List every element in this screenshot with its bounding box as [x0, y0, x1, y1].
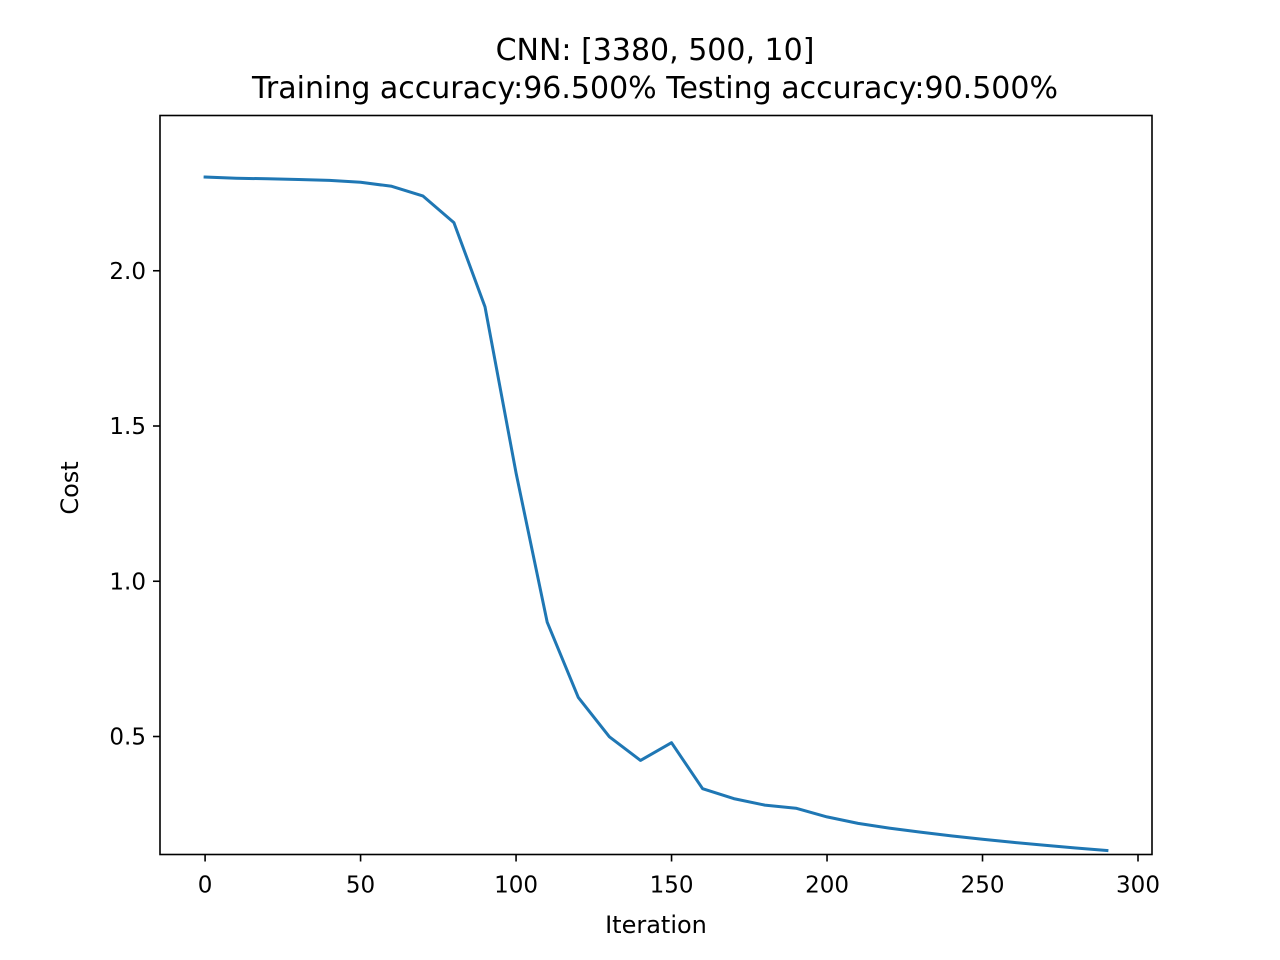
plot-frame — [159, 114, 1153, 856]
chart-title: CNN: [3380, 500, 10] — [496, 33, 815, 68]
x-tick-label: 150 — [650, 873, 694, 899]
x-axis-label: Iteration — [605, 911, 707, 939]
y-tick-label: 0.5 — [109, 725, 146, 751]
series-layer — [203, 175, 1109, 853]
y-axis-label: Cost — [56, 461, 84, 514]
y-tick-label: 1.0 — [109, 569, 146, 595]
x-tick-label: 200 — [805, 873, 849, 899]
y-axis-ticks: 0.5 1.0 1.5 2.0 — [109, 259, 160, 751]
x-tick-label: 50 — [346, 873, 375, 899]
y-tick-label: 2.0 — [109, 259, 146, 285]
x-tick-label: 0 — [198, 873, 213, 899]
x-tick-label: 250 — [961, 873, 1005, 899]
x-tick-label: 100 — [494, 873, 538, 899]
y-tick-label: 1.5 — [109, 414, 146, 440]
chart-subtitle: Training accuracy:96.500% Testing accura… — [251, 71, 1058, 106]
x-tick-label: 300 — [1116, 873, 1160, 899]
cost-series-line — [203, 175, 1109, 853]
x-axis-ticks: 0 50 100 150 200 250 300 — [198, 854, 1160, 899]
